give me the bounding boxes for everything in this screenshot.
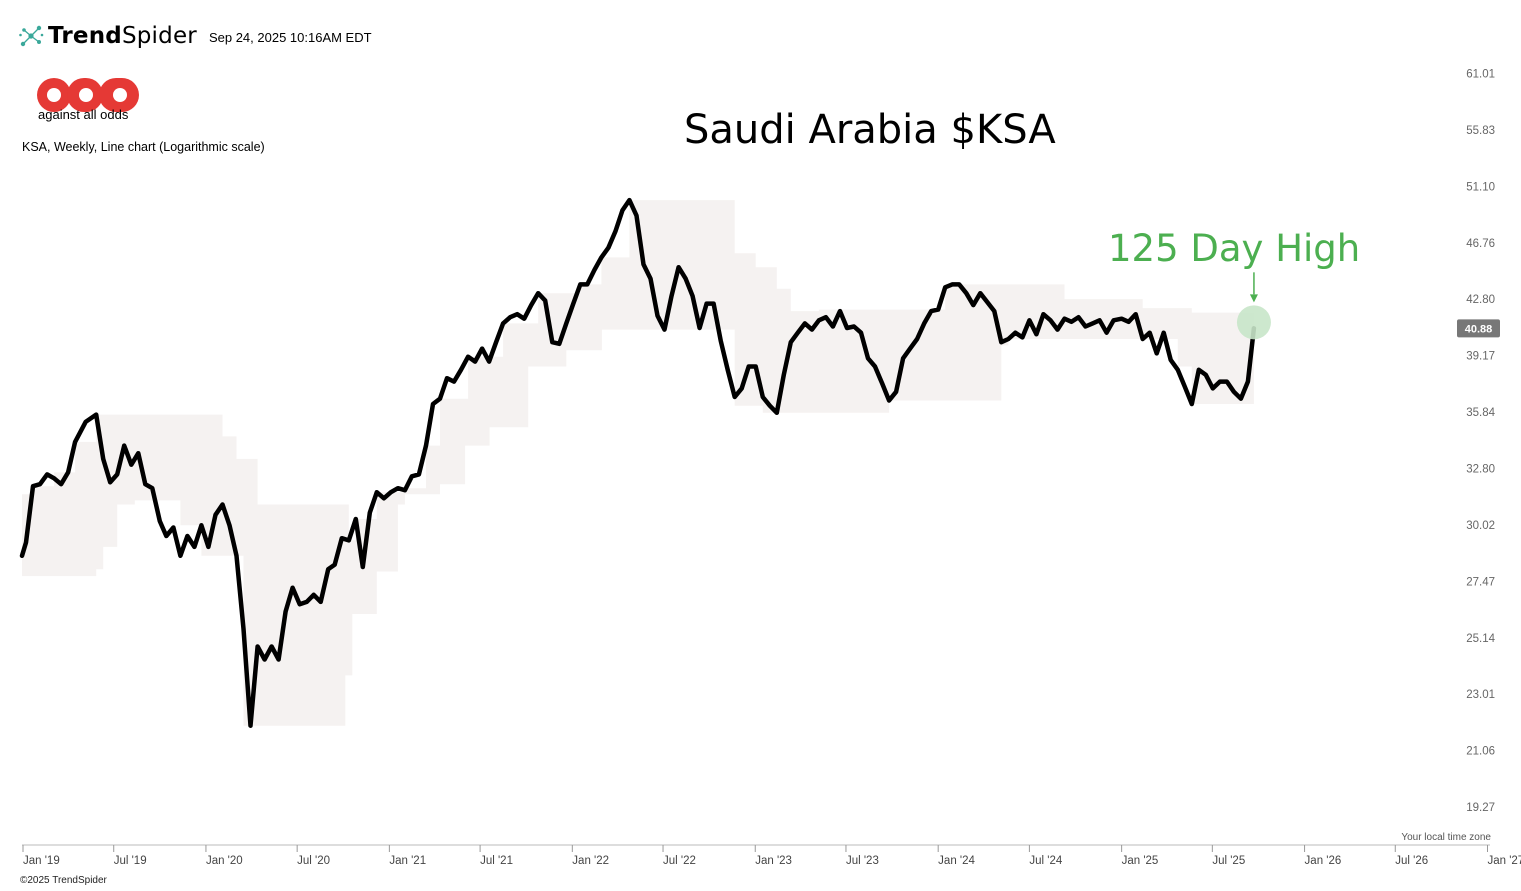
y-tick-label: 51.10	[1466, 181, 1495, 193]
y-tick-label: 35.84	[1466, 407, 1495, 419]
x-tick-label: Jan '22	[572, 855, 609, 867]
annotation-label: 125 Day High	[1108, 227, 1361, 270]
x-tick-label: Jan '27	[1487, 855, 1521, 867]
brand-part2: Spider	[121, 23, 197, 49]
chart-title: Saudi Arabia $KSA	[684, 107, 1056, 153]
y-tick-label: 27.47	[1466, 576, 1495, 588]
annotation-arrow-head	[1249, 294, 1258, 303]
x-tick-label: Jul '22	[663, 855, 696, 867]
y-tick-label: 55.83	[1466, 125, 1495, 137]
last-price-badge-text: 40.88	[1465, 323, 1493, 335]
header: TrendSpider Sep 24, 2025 10:16AM EDT	[18, 18, 372, 54]
y-tick-label: 42.80	[1466, 294, 1495, 306]
x-tick-label: Jul '25	[1212, 855, 1245, 867]
copyright: ©2025 TrendSpider	[20, 875, 107, 886]
range-band	[22, 200, 1254, 726]
y-tick-label: 46.76	[1466, 238, 1495, 250]
y-tick-label: 39.17	[1466, 351, 1495, 363]
y-tick-label: 19.27	[1466, 802, 1495, 814]
price-line-layer	[19, 197, 1257, 728]
chart-subtitle: KSA, Weekly, Line chart (Logarithmic sca…	[22, 140, 265, 154]
x-tick-label: Jan '26	[1305, 855, 1342, 867]
y-axis: 61.01 55.83 51.10 46.76 42.80 39.17 35.84 32.80…	[1457, 68, 1500, 814]
brand-part1: Trend	[48, 23, 122, 49]
x-tick-label: Jul '21	[480, 855, 513, 867]
last-price-badge	[1457, 319, 1500, 338]
range-band-layer	[22, 200, 1254, 726]
trendspider-logo-icon	[19, 25, 44, 47]
x-tick-label: Jul '20	[297, 855, 330, 867]
x-tick-label: Jan '19	[23, 855, 60, 867]
y-tick-label: 30.02	[1466, 520, 1495, 532]
x-tick-label: Jan '23	[755, 855, 792, 867]
x-tick-label: Jan '21	[389, 855, 426, 867]
high-marker-circle	[1236, 305, 1271, 340]
marker-layer	[1236, 272, 1271, 340]
trendspider-brand: TrendSpider	[48, 23, 197, 49]
y-tick-label: 61.01	[1466, 68, 1495, 80]
timezone-note[interactable]: Your local time zone	[1401, 832, 1491, 843]
x-tick-label: Jan '20	[206, 855, 243, 867]
y-tick-label: 23.01	[1466, 689, 1495, 701]
y-tick-label: 32.80	[1466, 464, 1495, 476]
y-tick-label: 25.14	[1466, 633, 1495, 645]
logo-tagline: against all odds	[38, 107, 129, 122]
x-axis: Jan '19 Jul '19 Jan '20 Jul '20 Jan '21 Jul '…	[22, 844, 1521, 867]
x-tick-label: Jul '24	[1029, 855, 1062, 867]
x-tick-label: Jul '23	[846, 855, 879, 867]
against-all-odds-logo	[37, 78, 139, 112]
x-tick-label: Jan '25	[1122, 855, 1159, 867]
x-tick-label: Jul '26	[1395, 855, 1428, 867]
x-tick-label: Jan '24	[938, 855, 975, 867]
chart-timestamp: Sep 24, 2025 10:16AM EDT	[208, 29, 372, 45]
x-tick-label: Jul '19	[114, 855, 147, 867]
y-tick-label: 21.06	[1466, 746, 1495, 758]
price-line	[19, 197, 1257, 728]
